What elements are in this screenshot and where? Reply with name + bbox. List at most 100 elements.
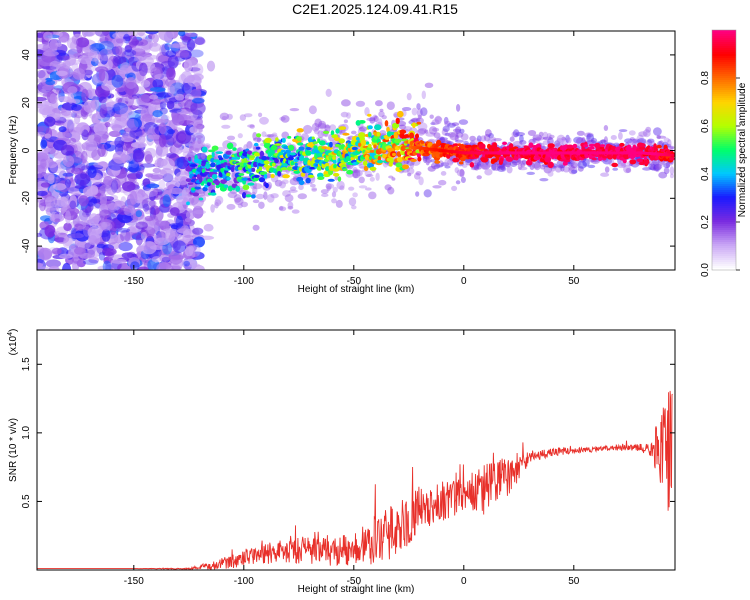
spectrogram-noise-mark <box>144 54 159 60</box>
spectrogram-halo-mark <box>287 205 294 210</box>
spectrogram-noise-mark <box>37 126 45 133</box>
spectrogram-noise-mark <box>152 167 161 174</box>
spectrogram-halo-mark <box>603 136 609 145</box>
spectrogram-noise-mark <box>50 87 62 95</box>
spectrogram-noise-mark <box>107 202 118 211</box>
spectrogram-ridge-mark <box>230 166 235 173</box>
spectrogram-halo-mark <box>440 162 450 167</box>
spectrogram-halo-mark <box>669 145 675 149</box>
spectrogram-halo-mark <box>650 164 657 171</box>
colorbar-strip <box>712 160 736 163</box>
spectrogram-core-mark <box>526 151 529 155</box>
spectrogram-noise-mark <box>165 50 177 58</box>
snr-background <box>37 330 675 570</box>
spectrogram-halo-mark <box>560 166 565 172</box>
spectrogram-halo-mark <box>585 138 595 146</box>
spectrogram-noise-mark <box>59 37 68 43</box>
spectrogram-halo-mark <box>476 163 483 170</box>
spectrogram-halo-mark <box>301 133 309 141</box>
spectrogram-ridge-mark <box>211 151 215 158</box>
spectrogram-ridge-mark <box>215 151 224 155</box>
spectrogram-noise-mark <box>58 35 70 43</box>
spectrogram-halo-mark <box>352 169 361 179</box>
spectrogram-noise-mark <box>37 96 47 102</box>
spectrogram-core-mark <box>603 151 606 155</box>
spectrogram-noise-mark <box>154 73 169 81</box>
spectrogram-halo-mark <box>459 128 465 134</box>
colorbar-strip <box>712 186 736 189</box>
colorbar-strip <box>712 114 736 117</box>
spectrogram-noise-mark <box>134 114 141 128</box>
spectrogram-noise-mark <box>69 200 77 209</box>
spectrogram-noise-mark <box>192 97 205 104</box>
spectrogram-ridge-mark <box>298 180 305 186</box>
spectrogram-core-mark <box>665 153 667 157</box>
spectrogram-ridge-mark <box>547 161 554 168</box>
spectrogram-halo-mark <box>476 161 485 167</box>
colorbar-strip <box>712 40 736 43</box>
spectrogram-core-mark <box>444 149 446 153</box>
spectrogram-ridge-mark <box>308 174 315 178</box>
spectrogram-halo-mark <box>246 140 253 149</box>
spectrogram-core-mark <box>488 151 490 155</box>
spectrogram-halo-mark <box>669 173 674 179</box>
spectrogram-noise-mark <box>43 31 53 41</box>
spectrogram-noise-mark <box>112 32 125 39</box>
spectrogram-halo-mark <box>401 107 412 111</box>
spectrogram-core-mark <box>600 151 602 155</box>
spectrogram-core-mark <box>508 151 511 155</box>
spectrogram-core-mark <box>543 151 545 155</box>
spectrogram-core-mark <box>530 151 533 155</box>
spectrogram-noise-mark <box>182 229 191 244</box>
spectrogram-noise-mark <box>81 88 89 103</box>
colorbar-strip <box>712 66 736 69</box>
spectrogram-halo-mark <box>535 136 545 141</box>
spectrogram-ridge-mark <box>471 144 478 148</box>
colorbar-strip <box>712 50 736 53</box>
spectrogram-core-mark <box>446 149 448 153</box>
spectrogram-core-mark <box>442 149 445 153</box>
colorbar-strip <box>712 206 736 209</box>
spectrogram-ridge-mark <box>188 156 192 162</box>
spectrogram-halo-mark <box>314 126 319 131</box>
spectrogram-core-mark <box>596 151 599 155</box>
spectrogram-noise-mark <box>180 83 191 91</box>
spectrogram-noise-mark <box>186 151 197 158</box>
spectrogram-core-mark <box>567 151 569 155</box>
spectrogram-halo-mark <box>270 193 279 199</box>
spectrogram-ridge-mark <box>186 201 190 206</box>
spectrogram-ridge-mark <box>327 178 335 182</box>
colorbar-strip <box>712 96 736 99</box>
spectrogram-ridge-mark <box>270 174 275 178</box>
spectrogram-noise-mark <box>140 163 156 168</box>
spectrogram-halo-mark <box>325 88 332 97</box>
spectrogram-ridge-mark <box>566 144 574 149</box>
spectrogram-halo-mark <box>484 168 493 176</box>
spectrogram-ridge-mark <box>363 165 369 171</box>
spectrogram-core-mark <box>438 148 441 152</box>
spectrogram-noise-mark <box>167 129 176 135</box>
spectrogram-halo-mark <box>539 164 546 170</box>
spectrogram-noise-mark <box>62 55 71 61</box>
colorbar-label: Normalized spectral amplitude <box>737 82 748 217</box>
spectrogram-halo-mark <box>653 165 660 172</box>
spectrogram-halo-mark <box>518 166 528 171</box>
spectrogram-ridge-mark <box>272 162 276 167</box>
spectrogram-halo-mark <box>447 132 456 138</box>
spectrogram-halo-mark <box>332 186 338 193</box>
spectrogram-core-mark <box>610 151 612 155</box>
spectrogram-halo-mark <box>576 130 585 136</box>
spectrogram-noise-mark <box>96 243 106 249</box>
spectrogram-halo-mark <box>642 129 651 138</box>
spectrogram-core-mark <box>654 152 656 156</box>
spectrogram-halo-mark <box>452 128 461 133</box>
spectrogram-noise-mark <box>48 265 60 270</box>
spectrogram-core-mark <box>655 152 657 156</box>
spectrogram-ridge-mark <box>243 157 248 163</box>
snr-y-multiplier: (x104) <box>7 329 19 356</box>
spectrogram-core-mark <box>566 151 568 155</box>
spectrogram-core-mark <box>557 151 559 155</box>
spectrogram-core-mark <box>459 150 461 154</box>
spectrogram-halo-mark <box>325 183 335 189</box>
spectrogram-ridge-mark <box>226 177 231 180</box>
